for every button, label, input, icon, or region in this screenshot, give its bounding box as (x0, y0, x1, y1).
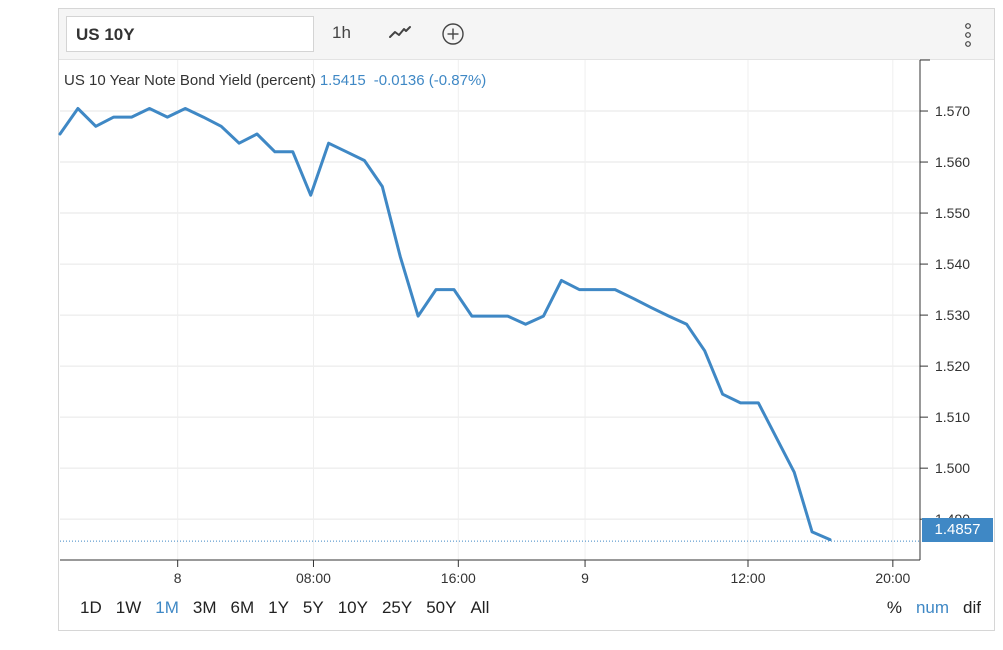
legend-change: -0.0136 (-0.87%) (373, 72, 487, 89)
y-tick-label: 1.530 (935, 307, 970, 323)
add-circle-icon[interactable] (441, 22, 465, 46)
y-tick-label: 1.550 (935, 205, 970, 221)
x-tick-label: 9 (581, 570, 589, 586)
range-button-3m[interactable]: 3M (192, 598, 217, 617)
x-tick-label: 08:00 (296, 570, 331, 586)
interval-selector[interactable]: 1h (332, 23, 351, 42)
y-tick-label: 1.560 (935, 154, 970, 170)
mode-button-percent[interactable]: % (886, 598, 902, 617)
range-button-1w[interactable]: 1W (115, 598, 142, 617)
y-tick-label: 1.510 (935, 409, 970, 425)
legend-value: 1.5415 (319, 72, 366, 89)
range-button-all[interactable]: All (470, 598, 490, 617)
mode-button-dif[interactable]: dif (963, 598, 981, 617)
x-tick-label: 16:00 (441, 570, 476, 586)
y-tick-label: 1.540 (935, 256, 970, 272)
legend-name: US 10 Year Note Bond Yield (percent) (64, 72, 316, 89)
y-tick-label: 1.570 (935, 103, 970, 119)
yield-series-line (58, 107, 832, 542)
range-button-25y[interactable]: 25Y (381, 598, 413, 617)
range-button-1y[interactable]: 1Y (268, 598, 289, 617)
symbol-input[interactable]: US 10Y (66, 16, 314, 52)
mode-button-num[interactable]: num (915, 598, 950, 617)
last-price-label: 1.4857 (922, 518, 993, 542)
range-button-10y[interactable]: 10Y (337, 598, 368, 617)
line-chart-icon[interactable] (388, 24, 412, 42)
chart-widget: US 10Y 1h (58, 8, 995, 631)
chart-legend: US 10 Year Note Bond Yield (percent) 1.54… (64, 72, 486, 89)
y-tick-label: 1.520 (935, 358, 970, 374)
range-button-50y[interactable]: 50Y (426, 598, 457, 617)
mode-selector: % num dif (873, 598, 981, 618)
toolbar: US 10Y 1h (59, 9, 994, 60)
range-button-1d[interactable]: 1D (80, 598, 102, 617)
range-selector: 1D 1W 1M 3M 6M 1Y 5Y 10Y 25Y 50Y All (80, 598, 503, 618)
x-tick-label: 20:00 (875, 570, 910, 586)
y-tick-label: 1.500 (935, 460, 970, 476)
x-tick-label: 12:00 (730, 570, 765, 586)
range-button-6m[interactable]: 6M (230, 598, 255, 617)
range-button-1m[interactable]: 1M (155, 598, 179, 617)
more-vertical-icon[interactable] (964, 22, 972, 48)
range-button-5y[interactable]: 5Y (302, 598, 324, 617)
x-tick-label: 8 (174, 570, 182, 586)
